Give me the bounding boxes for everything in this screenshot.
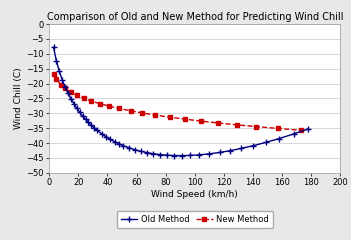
New Method: [168, 116, 172, 119]
New Method: [51, 73, 55, 76]
Old Method: [292, 132, 296, 135]
Old Method: [104, 135, 108, 138]
Old Method: [63, 86, 67, 89]
New Method: [54, 78, 59, 81]
New Method: [199, 120, 203, 122]
New Method: [140, 112, 145, 114]
New Method: [59, 83, 63, 86]
Old Method: [133, 148, 137, 151]
Old Method: [239, 147, 244, 150]
New Method: [216, 121, 220, 124]
Old Method: [121, 144, 126, 147]
Old Method: [57, 70, 61, 73]
New Method: [183, 118, 187, 120]
Old Method: [127, 146, 131, 149]
Old Method: [218, 151, 222, 154]
New Method: [128, 109, 133, 112]
Old Method: [69, 97, 73, 100]
Old Method: [92, 126, 97, 129]
X-axis label: Wind Speed (km/h): Wind Speed (km/h): [151, 190, 238, 199]
Old Method: [277, 137, 282, 140]
Old Method: [172, 154, 177, 157]
Line: New Method: New Method: [52, 72, 303, 132]
New Method: [254, 125, 258, 128]
Old Method: [84, 118, 88, 121]
New Method: [89, 100, 93, 102]
New Method: [299, 129, 303, 132]
Old Method: [145, 151, 149, 154]
Legend: Old Method, New Method: Old Method, New Method: [117, 211, 273, 228]
New Method: [63, 87, 67, 90]
Old Method: [207, 152, 212, 155]
Old Method: [60, 78, 64, 81]
Y-axis label: Wind Chill (C): Wind Chill (C): [14, 68, 23, 129]
Old Method: [54, 60, 59, 62]
Title: Comparison of Old and New Method for Predicting Wind Chill: Comparison of Old and New Method for Pre…: [47, 12, 343, 22]
Old Method: [75, 107, 79, 110]
New Method: [153, 114, 158, 117]
Old Method: [117, 142, 121, 145]
Old Method: [78, 111, 82, 114]
Old Method: [51, 46, 55, 49]
Line: Old Method: Old Method: [51, 44, 312, 159]
Old Method: [113, 140, 117, 143]
Old Method: [86, 121, 91, 124]
Old Method: [251, 144, 255, 147]
New Method: [107, 105, 111, 108]
Old Method: [306, 127, 311, 130]
Old Method: [99, 132, 104, 135]
New Method: [69, 91, 73, 94]
Old Method: [95, 129, 99, 132]
Old Method: [72, 102, 76, 105]
New Method: [276, 127, 280, 130]
Old Method: [89, 124, 93, 127]
New Method: [98, 102, 102, 105]
Old Method: [66, 92, 70, 95]
Old Method: [228, 149, 232, 152]
Old Method: [158, 153, 162, 156]
New Method: [117, 107, 121, 110]
Old Method: [180, 154, 184, 157]
Old Method: [139, 150, 143, 153]
Old Method: [165, 154, 169, 157]
Old Method: [151, 152, 155, 155]
New Method: [235, 123, 239, 126]
Old Method: [80, 114, 85, 117]
Old Method: [108, 138, 112, 141]
Old Method: [264, 141, 268, 144]
Old Method: [197, 153, 201, 156]
New Method: [82, 97, 86, 100]
Old Method: [188, 154, 193, 157]
New Method: [75, 94, 79, 97]
